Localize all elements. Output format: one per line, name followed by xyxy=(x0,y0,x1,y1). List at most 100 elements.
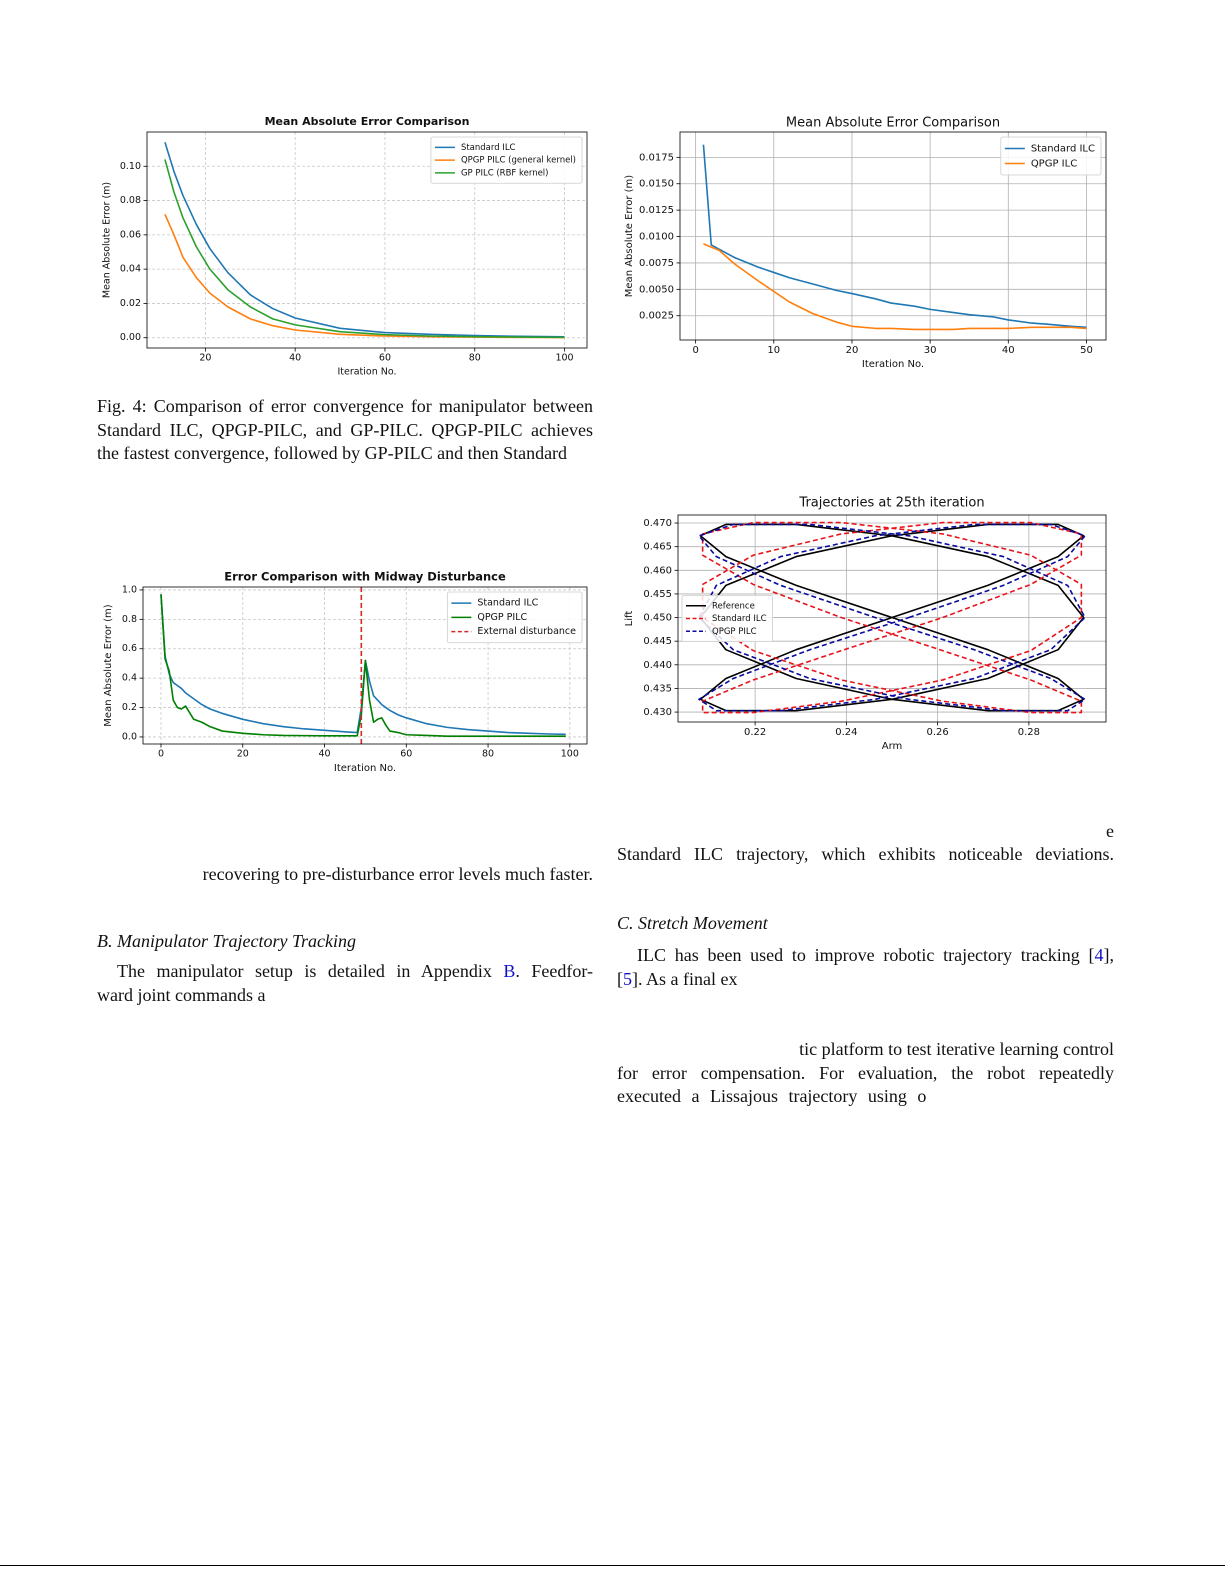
legend-box xyxy=(430,136,583,184)
legend: Reference Standard ILC QPGP PILC xyxy=(681,594,773,643)
caption: Fig. 4: Comparison of error convergence … xyxy=(97,396,593,463)
plot-frame xyxy=(142,586,588,745)
series-line xyxy=(703,243,1087,331)
x-tick-label: 20 xyxy=(846,345,859,356)
legend-label: QPGP PILC xyxy=(712,627,757,637)
chart-title: Mean Absolute Error Comparison xyxy=(265,115,470,128)
legend-label: Reference xyxy=(712,601,755,611)
legend-label: Standard ILC xyxy=(477,598,538,609)
chart-title: Error Comparison with Midway Disturbance xyxy=(224,570,506,584)
y-tick-label: 0.455 xyxy=(643,589,672,600)
y-tick-label: 0.0175 xyxy=(639,152,674,163)
chart-title: Mean Absolute Error Comparison xyxy=(786,116,1000,131)
text: ], xyxy=(1103,945,1115,965)
y-tick-label: 0.440 xyxy=(643,660,672,671)
x-tick-label: 60 xyxy=(400,749,412,760)
series-line xyxy=(699,523,1085,712)
x-tick-label: 80 xyxy=(482,749,494,760)
line: executed a Lissajous trajectory using o xyxy=(617,1086,927,1106)
line: ward joint commands a xyxy=(97,984,593,1008)
paragraph: The manipulator setup is detailed in App… xyxy=(97,960,593,1007)
link[interactable]: B xyxy=(503,961,516,981)
y-tick-label: 0.0100 xyxy=(639,232,674,243)
link[interactable]: 4 xyxy=(1094,945,1104,965)
series-line xyxy=(698,523,1086,712)
series-line xyxy=(702,144,1087,329)
y-tick-label: 0.0150 xyxy=(639,179,674,190)
legend-label: Standard ILC xyxy=(1031,144,1095,155)
x-tick-label: 0.22 xyxy=(744,727,766,738)
series-line xyxy=(164,142,565,338)
x-tick-label: 0.26 xyxy=(926,727,948,738)
series-line xyxy=(160,594,566,736)
x-tick-label: 40 xyxy=(1002,345,1015,356)
y-tick-label: 0.06 xyxy=(120,229,141,240)
y-axis-label: Mean Absolute Error (m) xyxy=(624,175,635,298)
x-tick-label: 30 xyxy=(924,345,937,356)
legend-label: QPGP PILC xyxy=(477,612,527,623)
fragment: recovering to pre-disturbance error leve… xyxy=(202,864,593,884)
x-axis-label: Iteration No. xyxy=(862,359,924,370)
y-tick-label: 1.0 xyxy=(122,584,137,595)
y-tick-label: 0.00 xyxy=(120,332,141,343)
x-tick-label: 80 xyxy=(469,353,481,364)
y-tick-label: 0.470 xyxy=(643,518,672,529)
x-tick-label: 0 xyxy=(158,749,164,760)
y-tick-label: 0.8 xyxy=(122,614,137,625)
paragraph: ILC has been used to improve robotic tra… xyxy=(617,944,1114,991)
x-tick-label: 60 xyxy=(379,353,391,364)
y-tick-label: 0.0 xyxy=(122,731,137,742)
legend-box xyxy=(446,591,583,644)
y-tick-label: 0.435 xyxy=(643,683,672,694)
y-tick-label: 0.6 xyxy=(122,643,137,654)
x-tick-label: 40 xyxy=(289,353,301,364)
x-axis-label: Iteration No. xyxy=(334,763,396,774)
plot-frame xyxy=(677,514,1107,723)
legend-label: GP PILC (RBF kernel) xyxy=(461,168,549,178)
x-tick-label: 100 xyxy=(561,749,579,760)
y-tick-label: 0.460 xyxy=(643,565,672,576)
x-tick-label: 10 xyxy=(767,345,780,356)
text: ILC has been used to improve robotic tra… xyxy=(637,945,1095,965)
series-line xyxy=(164,159,565,339)
text: . Feedfor- xyxy=(515,961,593,981)
x-tick-label: 40 xyxy=(318,749,330,760)
y-tick-label: 0.0050 xyxy=(639,284,674,295)
legend-box xyxy=(681,594,773,643)
y-axis-label: Mean Absolute Error (m) xyxy=(103,604,114,727)
y-tick-label: 0.4 xyxy=(122,673,137,684)
text: ward joint commands a xyxy=(97,984,266,1005)
legend-label: QPGP ILC xyxy=(1031,159,1077,170)
fragment: e xyxy=(1106,821,1114,841)
line: for error compensation. For evaluation, … xyxy=(617,1062,1114,1083)
legend: Standard ILC QPGP PILC (general kernel) GP… xyxy=(430,136,583,184)
y-tick-label: 0.445 xyxy=(643,636,672,647)
line: ILC has been used to improve robotic tra… xyxy=(617,944,1114,968)
legend-label: External disturbance xyxy=(477,626,576,637)
y-tick-label: 0.10 xyxy=(120,161,141,172)
y-tick-label: 0.2 xyxy=(122,702,137,713)
fragment: Standard ILC trajectory, which exhibits … xyxy=(617,844,1114,864)
y-tick-label: 0.465 xyxy=(643,542,672,553)
legend: Standard ILC QPGP ILC xyxy=(1000,136,1102,176)
line: [5]. As a final ex xyxy=(617,968,1114,992)
legend: Standard ILC QPGP PILC External disturbanc… xyxy=(446,591,583,644)
plot-frame xyxy=(146,131,588,349)
legend-box xyxy=(1000,136,1102,176)
y-tick-label: 0.0025 xyxy=(639,311,674,322)
series-line xyxy=(164,213,565,339)
line: tic platform to test iterative learning … xyxy=(799,1039,1114,1059)
y-tick-label: 0.02 xyxy=(120,298,141,309)
y-tick-label: 0.04 xyxy=(120,264,141,275)
y-axis-label: Mean Absolute Error (m) xyxy=(102,182,113,298)
link[interactable]: 5 xyxy=(623,968,632,989)
y-tick-label: 0.450 xyxy=(643,613,672,624)
legend-label: Standard ILC xyxy=(461,143,516,153)
y-tick-label: 0.430 xyxy=(643,707,672,718)
y-tick-label: 0.0075 xyxy=(639,258,674,269)
page-rule xyxy=(0,1565,1225,1566)
text: [ xyxy=(617,968,623,989)
chart-title: Trajectories at 25th iteration xyxy=(798,496,984,511)
